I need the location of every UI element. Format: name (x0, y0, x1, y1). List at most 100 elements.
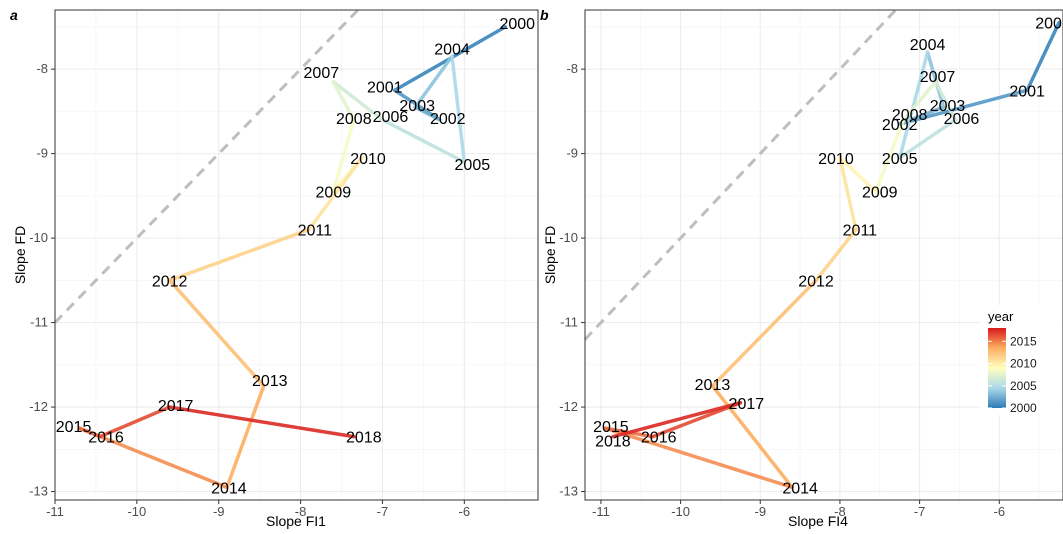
point-label-2014: 2014 (211, 480, 247, 497)
trajectory-segment (603, 426, 794, 490)
legend-colorbar (988, 328, 1006, 408)
legend-ticks: 2015 2010 2005 2000 (988, 334, 1037, 415)
x-tick-label: -10 (127, 504, 146, 519)
legend-tick-label: 2010 (1010, 357, 1037, 371)
panel-b-background (585, 10, 1063, 500)
panel-a-x-axis: -11 -10 -9 -8 -7 -6 (46, 500, 470, 519)
trajectory-segment (897, 105, 946, 126)
point-label-2005: 2005 (882, 151, 918, 168)
one-to-one-line (583, 8, 897, 341)
panel-b: b 20002001200220032004200520062007200820… (540, 7, 1063, 529)
point-label-2012: 2012 (798, 273, 834, 290)
legend-tick-label: 2005 (1010, 379, 1037, 393)
point-label-2017: 2017 (158, 398, 194, 415)
x-tick-label: -8 (834, 504, 846, 519)
trajectory-segment (814, 227, 858, 283)
point-label-2008: 2008 (336, 111, 372, 128)
x-tick-label: -6 (993, 504, 1005, 519)
point-label-2002: 2002 (882, 117, 918, 134)
point-label-2000: 2000 (1035, 16, 1063, 33)
panel-a-border (54, 9, 539, 501)
trajectory-segment (331, 80, 385, 122)
legend-tick-label: 2000 (1010, 401, 1037, 415)
panel-b-diagonal (583, 8, 897, 341)
trajectory-segment (413, 54, 454, 109)
point-label-2013: 2013 (695, 377, 731, 394)
trajectory-segment (413, 105, 442, 122)
panel-b-y-axis: -13 -12 -11 -10 -9 -8 (559, 61, 585, 499)
point-label-2010: 2010 (350, 151, 386, 168)
y-tick-label: -8 (36, 61, 48, 76)
trajectory-segment (167, 278, 266, 388)
trajectory-segment (838, 156, 878, 194)
legend: year 2015 2010 2005 2000 (980, 305, 1062, 415)
panel-b-border (584, 9, 1063, 501)
point-label-2008: 2008 (892, 107, 928, 124)
point-label-2005: 2005 (455, 157, 491, 174)
y-tick-label: -13 (29, 484, 48, 499)
point-label-2014: 2014 (782, 480, 818, 497)
point-label-2001: 2001 (367, 79, 403, 96)
y-tick-label: -13 (559, 484, 578, 499)
x-tick-label: -10 (671, 504, 690, 519)
x-tick-label: -11 (592, 504, 610, 519)
y-tick-label: -12 (559, 399, 578, 414)
trajectory-segment (77, 426, 229, 490)
panel-b-x-title: Slope FI4 (788, 513, 848, 529)
point-label-2007: 2007 (920, 69, 956, 86)
trajectory-segment (925, 50, 946, 109)
panel-a-letter: a (10, 7, 18, 23)
point-label-2018: 2018 (595, 434, 631, 451)
point-label-2016: 2016 (641, 430, 677, 447)
panel-a-diagonal (53, 8, 359, 324)
x-tick-label: -11 (46, 504, 64, 519)
trajectory-segment (307, 156, 364, 232)
trajectory-segment (611, 401, 743, 439)
trajectory-segment (98, 405, 172, 439)
x-tick-label: -7 (914, 504, 926, 519)
point-label-2016: 2016 (88, 430, 124, 447)
point-label-2017: 2017 (729, 396, 765, 413)
panel-a-series (77, 25, 508, 490)
trajectory-segment (710, 384, 794, 490)
trajectory-segment (331, 80, 356, 122)
y-tick-label: -8 (566, 61, 578, 76)
point-label-2010: 2010 (818, 151, 854, 168)
trajectory-segment (77, 426, 102, 439)
point-label-2009: 2009 (316, 185, 352, 202)
x-tick-label: -6 (459, 504, 471, 519)
trajectory-segment (897, 88, 1029, 126)
panel-a-x-title: Slope FI1 (266, 513, 326, 529)
panel-a-y-title: Slope FD (12, 226, 28, 284)
point-label-2004: 2004 (910, 37, 946, 54)
trajectory-segment (901, 80, 938, 122)
y-tick-label: -9 (566, 146, 578, 161)
x-tick-label: -9 (213, 504, 225, 519)
trajectory-segment (167, 405, 356, 439)
panel-b-grid (585, 10, 1063, 500)
panel-b-series (603, 20, 1061, 490)
panel-a-y-axis: -13 -12 -11 -10 -9 -8 (29, 61, 55, 499)
point-label-2011: 2011 (843, 223, 878, 240)
x-tick-label: -9 (754, 504, 766, 519)
point-label-2004: 2004 (434, 41, 470, 58)
y-tick-label: -11 (30, 315, 48, 330)
trajectory-segment (933, 80, 958, 122)
y-tick-label: -9 (36, 146, 48, 161)
panel-b-letter: b (540, 7, 549, 23)
trajectory-segment (167, 227, 311, 283)
point-label-2018: 2018 (346, 430, 382, 447)
point-label-2013: 2013 (252, 373, 288, 390)
y-tick-label: -10 (559, 230, 578, 245)
point-label-2012: 2012 (152, 273, 188, 290)
panel-a: a 20002001200220032004200520062007200820… (10, 7, 539, 529)
trajectory-segment (838, 156, 858, 232)
trajectory-segment (897, 50, 930, 160)
panel-b-x-axis: -11-10-9-8-7-6-5 (592, 500, 1005, 519)
point-label-2015: 2015 (56, 419, 92, 436)
point-label-2003: 2003 (930, 98, 966, 115)
trajectory-segment (380, 118, 467, 164)
point-label-2015: 2015 (593, 419, 629, 436)
point-label-2002: 2002 (430, 111, 466, 128)
x-tick-label: -8 (295, 504, 307, 519)
